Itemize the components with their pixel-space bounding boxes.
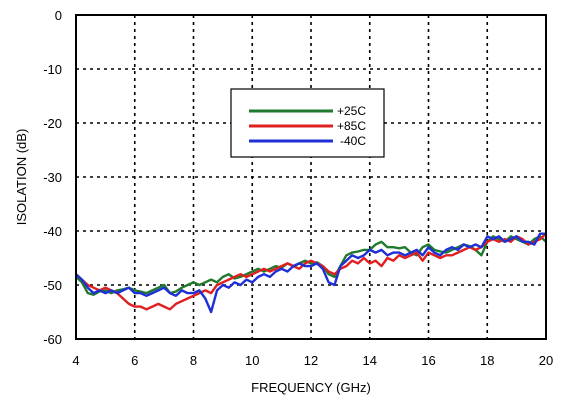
x-tick-label: 4 — [72, 353, 79, 368]
series-layer — [75, 232, 547, 314]
x-tick-label: 14 — [363, 353, 377, 368]
x-tick-label: 6 — [131, 353, 138, 368]
y-tick-label: 0 — [55, 8, 62, 23]
grid-layer — [76, 15, 546, 339]
series-line-2 — [75, 232, 546, 314]
x-axis-title: FREQUENCY (GHz) — [251, 380, 371, 395]
y-tick-labels: 0 -10 -20 -30 -40 -50 -60 — [43, 8, 62, 347]
legend-label-0: +25C — [337, 104, 366, 118]
y-axis-title: ISOLATION (dB) — [14, 129, 29, 226]
y-tick-label: -20 — [43, 116, 62, 131]
x-tick-label: 10 — [245, 353, 259, 368]
x-tick-label: 18 — [480, 353, 494, 368]
y-tick-label: -10 — [43, 62, 62, 77]
x-tick-labels: 4 6 8 10 12 14 16 18 20 — [72, 353, 553, 368]
y-tick-label: -60 — [43, 332, 62, 347]
y-tick-label: -50 — [43, 278, 62, 293]
legend-box — [230, 88, 385, 158]
plot-frame — [75, 14, 547, 340]
x-tick-label: 12 — [304, 353, 318, 368]
x-tick-label: 20 — [539, 353, 553, 368]
legend-label-1: +85C — [337, 119, 366, 133]
legend: +25C+85C-40C — [230, 88, 385, 158]
x-tick-label: 8 — [190, 353, 197, 368]
x-tick-label: 16 — [421, 353, 435, 368]
series-line-1 — [75, 232, 547, 311]
legend-label-2: -40C — [340, 134, 366, 148]
y-tick-label: -40 — [43, 224, 62, 239]
y-tick-label: -30 — [43, 170, 62, 185]
